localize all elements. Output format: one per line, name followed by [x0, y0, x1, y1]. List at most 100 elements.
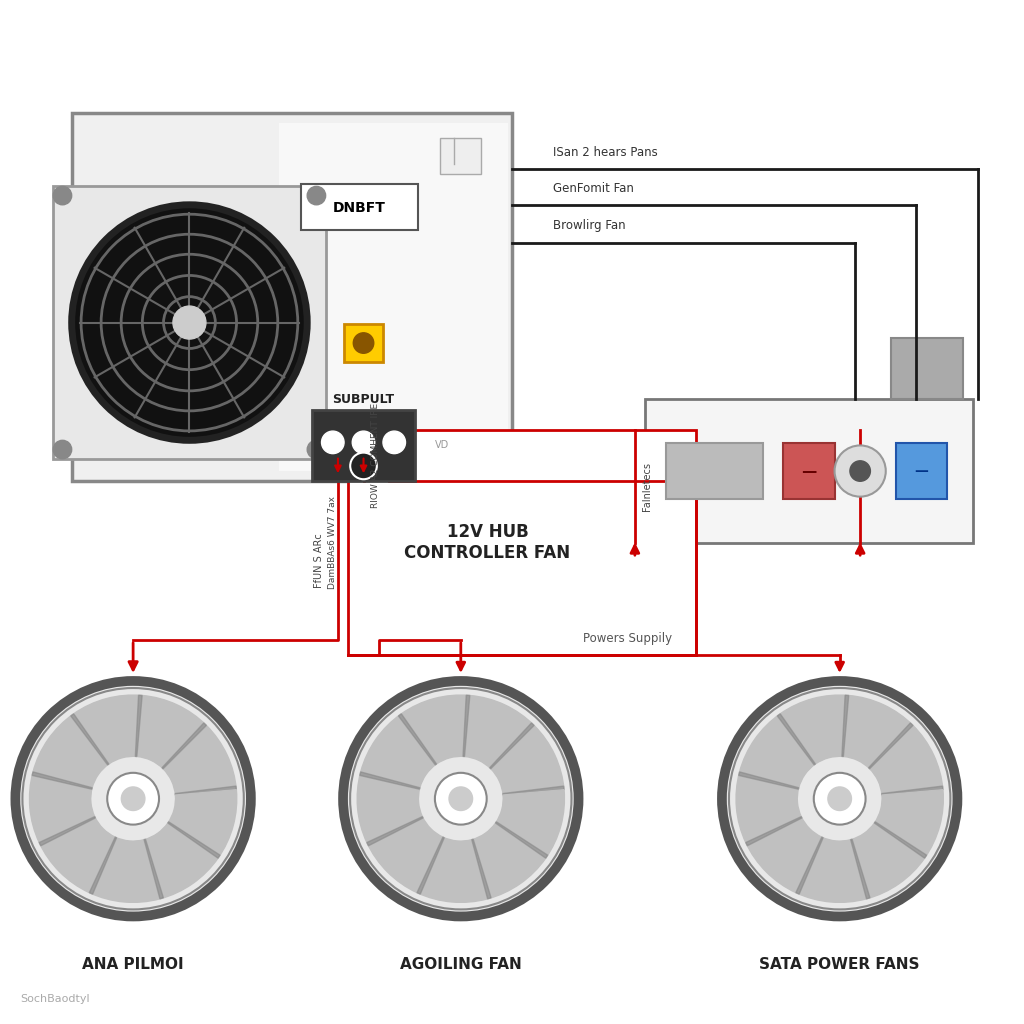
- Wedge shape: [89, 838, 160, 902]
- Wedge shape: [796, 838, 823, 894]
- Circle shape: [343, 681, 579, 916]
- Circle shape: [122, 786, 145, 811]
- Wedge shape: [417, 838, 487, 902]
- Text: ANA PILMOI: ANA PILMOI: [82, 957, 184, 973]
- Circle shape: [53, 440, 72, 459]
- Circle shape: [108, 773, 159, 824]
- Text: DNBFT: DNBFT: [333, 201, 386, 215]
- Text: RIOW A2 COMHENT IRE: RIOW A2 COMHENT IRE: [372, 403, 380, 508]
- Circle shape: [435, 773, 486, 824]
- Wedge shape: [780, 695, 849, 764]
- Text: SochBaodtyl: SochBaodtyl: [20, 993, 90, 1004]
- Wedge shape: [144, 840, 164, 899]
- Wedge shape: [465, 695, 535, 769]
- Wedge shape: [32, 772, 92, 790]
- Wedge shape: [398, 714, 436, 765]
- Circle shape: [835, 445, 886, 497]
- Text: Browlirg Fan: Browlirg Fan: [553, 219, 626, 232]
- Wedge shape: [168, 822, 220, 858]
- Circle shape: [307, 186, 326, 205]
- Wedge shape: [33, 714, 109, 787]
- Bar: [279, 123, 508, 471]
- Bar: [312, 410, 415, 481]
- Circle shape: [322, 431, 344, 454]
- Circle shape: [72, 205, 307, 440]
- Wedge shape: [360, 714, 436, 787]
- Text: Powers Suppily: Powers Suppily: [584, 632, 673, 645]
- Text: VD: VD: [435, 440, 450, 451]
- Circle shape: [850, 461, 870, 481]
- Text: —: —: [801, 464, 817, 478]
- Wedge shape: [503, 786, 564, 795]
- Wedge shape: [359, 772, 420, 790]
- Text: ISan 2 hears Pans: ISan 2 hears Pans: [553, 145, 657, 159]
- Wedge shape: [137, 695, 207, 769]
- Wedge shape: [472, 840, 492, 899]
- Circle shape: [722, 681, 957, 916]
- Text: FfUN S ARc: FfUN S ARc: [314, 534, 325, 588]
- Wedge shape: [417, 838, 444, 894]
- Circle shape: [15, 681, 251, 916]
- Wedge shape: [738, 772, 799, 790]
- Wedge shape: [175, 786, 237, 795]
- Bar: [348, 430, 696, 655]
- Wedge shape: [401, 695, 470, 764]
- Circle shape: [827, 786, 851, 811]
- Wedge shape: [74, 695, 142, 764]
- Circle shape: [353, 333, 374, 353]
- Circle shape: [348, 686, 573, 911]
- Circle shape: [383, 431, 406, 454]
- Bar: [53, 186, 326, 459]
- Wedge shape: [868, 723, 913, 769]
- Wedge shape: [168, 790, 237, 858]
- Wedge shape: [144, 823, 218, 899]
- Wedge shape: [796, 838, 866, 902]
- Wedge shape: [851, 840, 870, 899]
- Circle shape: [173, 306, 206, 339]
- Text: —: —: [914, 464, 929, 478]
- Wedge shape: [869, 725, 943, 795]
- Wedge shape: [463, 695, 470, 757]
- Bar: [896, 442, 947, 499]
- Wedge shape: [357, 772, 422, 843]
- Wedge shape: [39, 816, 95, 846]
- Wedge shape: [89, 838, 117, 894]
- Wedge shape: [496, 822, 548, 858]
- Wedge shape: [496, 790, 564, 858]
- Circle shape: [727, 686, 952, 911]
- Wedge shape: [736, 772, 801, 843]
- Wedge shape: [30, 772, 94, 843]
- Wedge shape: [874, 822, 927, 858]
- Bar: [72, 113, 512, 481]
- Wedge shape: [489, 723, 535, 769]
- Wedge shape: [844, 695, 913, 769]
- Wedge shape: [162, 723, 207, 769]
- Bar: [301, 184, 419, 230]
- Circle shape: [352, 431, 375, 454]
- Wedge shape: [882, 786, 943, 795]
- Circle shape: [449, 786, 473, 811]
- Text: SATA POWER FANS: SATA POWER FANS: [760, 957, 920, 973]
- Wedge shape: [874, 790, 943, 858]
- Bar: [440, 138, 481, 174]
- Bar: [645, 399, 973, 543]
- Wedge shape: [472, 823, 546, 899]
- Wedge shape: [739, 714, 815, 787]
- Circle shape: [53, 186, 72, 205]
- Wedge shape: [135, 695, 142, 757]
- Text: AGOILING FAN: AGOILING FAN: [400, 957, 521, 973]
- Bar: [344, 324, 383, 362]
- Wedge shape: [367, 816, 443, 893]
- Text: FaInletecs: FaInletecs: [642, 462, 652, 511]
- Text: 12V HUB
CONTROLLER FAN: 12V HUB CONTROLLER FAN: [404, 523, 570, 562]
- Wedge shape: [39, 816, 116, 893]
- Circle shape: [307, 440, 326, 459]
- Circle shape: [350, 453, 377, 479]
- Circle shape: [814, 773, 865, 824]
- Bar: [891, 338, 963, 399]
- Wedge shape: [163, 725, 237, 795]
- Text: DamBBAs6 WV7 7ax: DamBBAs6 WV7 7ax: [329, 497, 337, 589]
- Text: SUBPULT: SUBPULT: [333, 393, 394, 406]
- Wedge shape: [745, 816, 822, 893]
- Wedge shape: [777, 714, 815, 765]
